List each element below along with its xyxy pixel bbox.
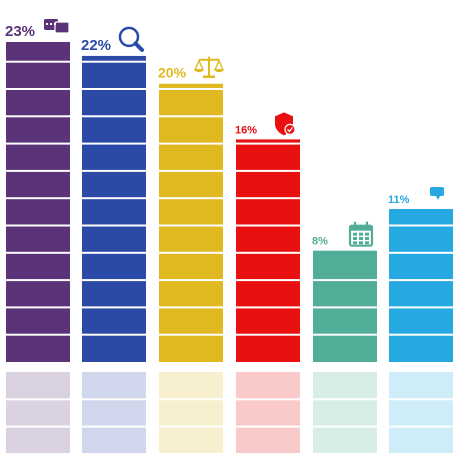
calendar-icon — [348, 221, 374, 247]
bar-1 — [6, 42, 70, 362]
bar-5 — [313, 250, 377, 362]
bar-3-reflection — [159, 372, 223, 453]
scales-icon — [193, 56, 225, 78]
chat-bubbles-icon — [44, 19, 70, 34]
value-label-2: 22% — [81, 37, 111, 54]
bar-4-reflection — [236, 372, 300, 453]
value-label-3: 20% — [158, 65, 187, 81]
value-label-4: 16% — [235, 124, 257, 136]
bar-6-reflection — [389, 372, 453, 453]
bar-6 — [389, 208, 453, 362]
magnifier-icon — [118, 26, 144, 52]
bar-5-reflection — [313, 372, 377, 453]
bar-1-reflection — [6, 372, 70, 453]
bar-2 — [82, 55, 146, 362]
value-label-5: 8% — [312, 236, 328, 248]
speech-bubble-icon — [430, 186, 444, 200]
bar-3 — [159, 83, 223, 362]
bar-4 — [236, 139, 300, 362]
bar-2-reflection — [82, 372, 146, 453]
shield-check-icon — [275, 112, 296, 136]
value-label-1: 23% — [5, 23, 35, 40]
value-label-6: 11% — [388, 194, 410, 206]
